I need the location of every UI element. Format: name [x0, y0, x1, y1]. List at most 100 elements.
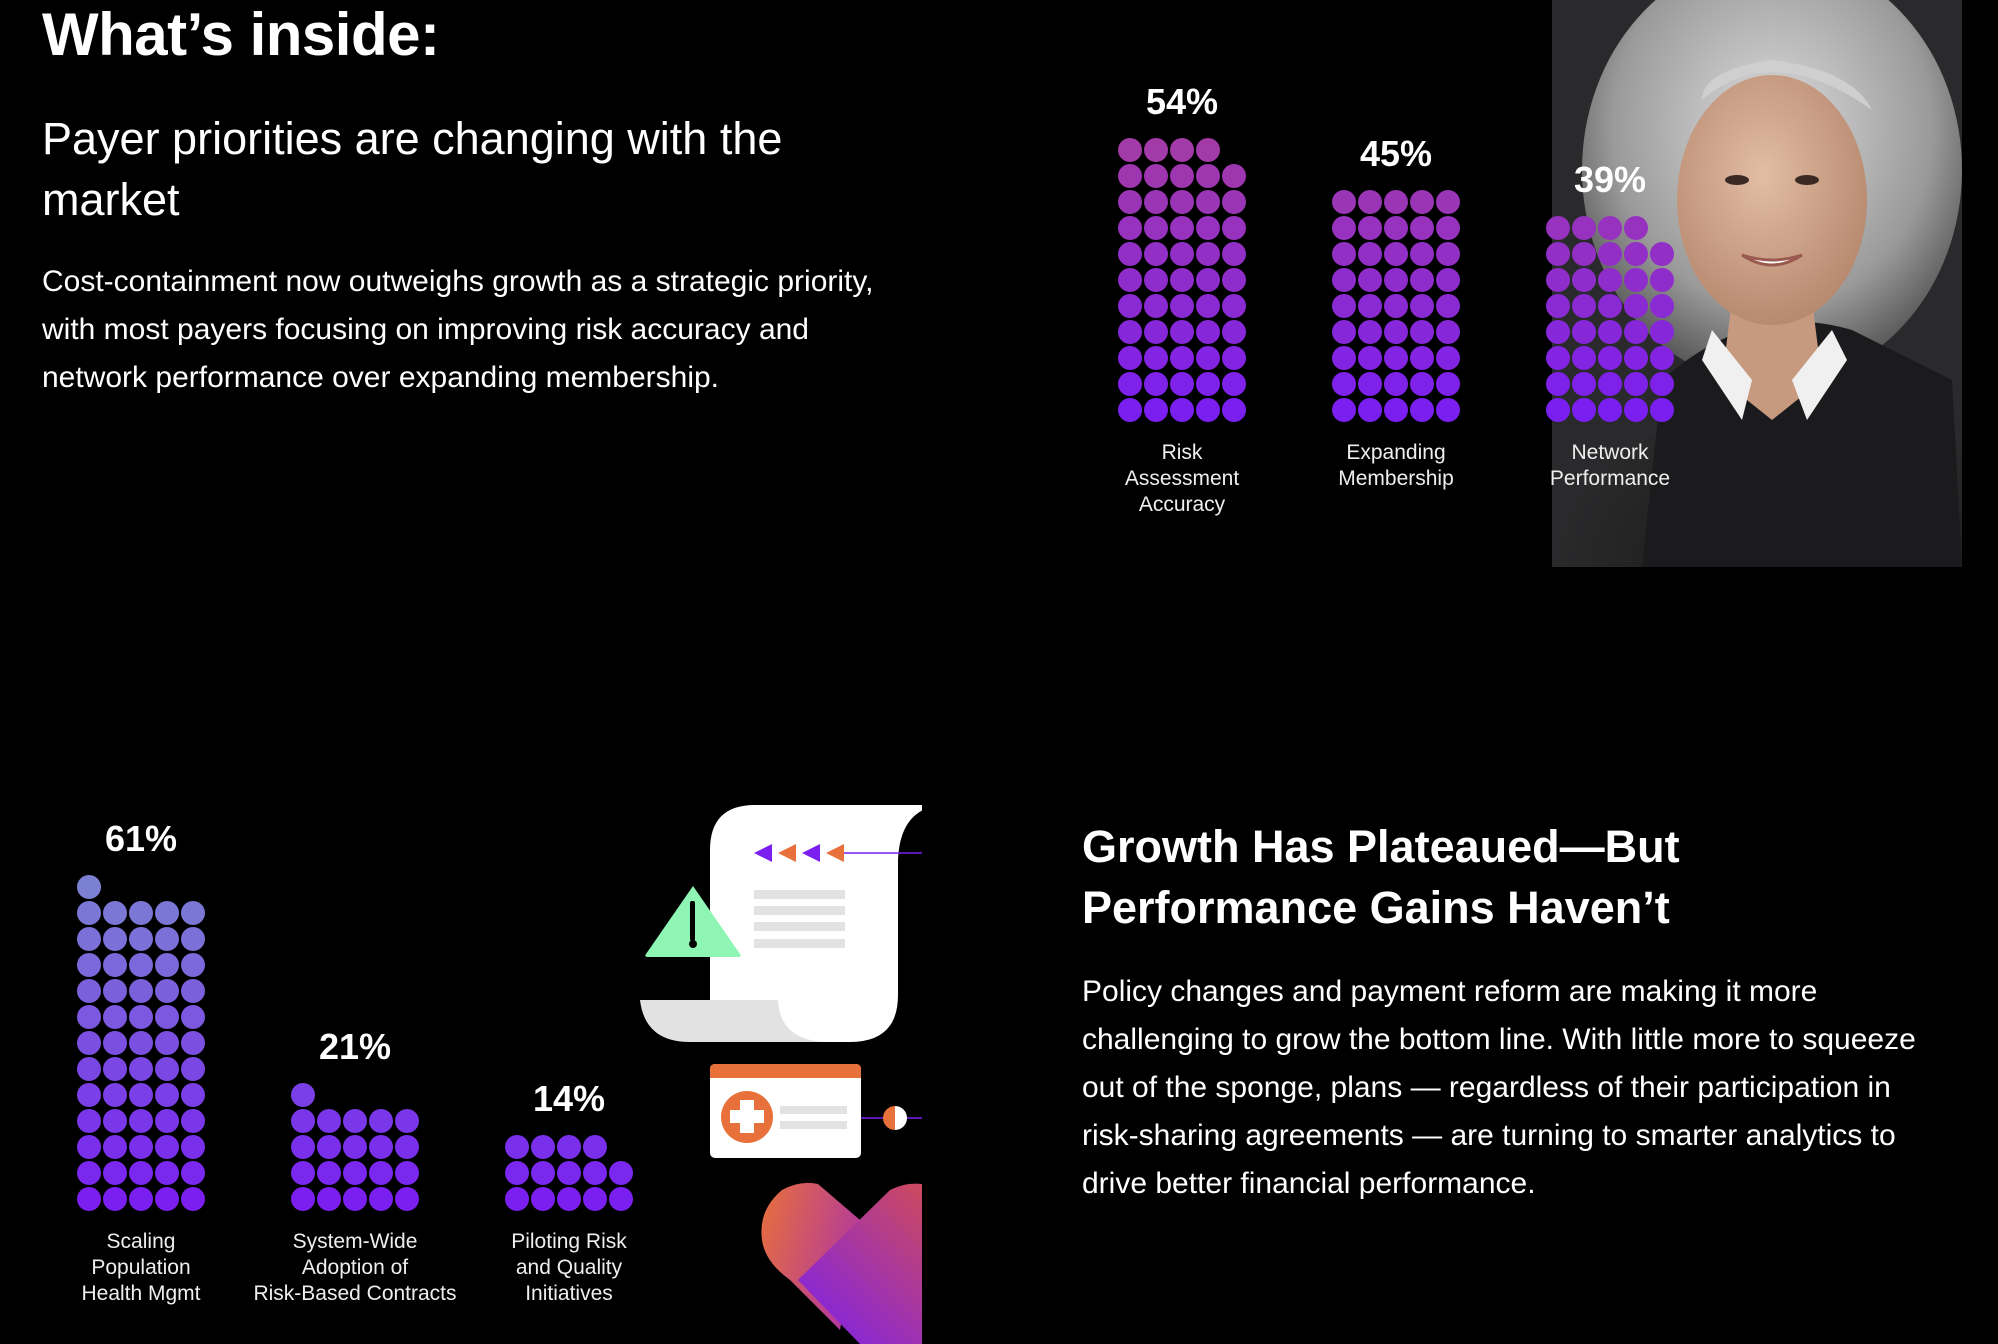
data-dot: [1144, 346, 1168, 370]
data-dot: [1144, 164, 1168, 188]
data-dot: [129, 901, 153, 925]
data-dot: [1624, 242, 1648, 266]
data-dot: [155, 1187, 179, 1211]
data-dot: [77, 1187, 101, 1211]
data-dot: [1436, 242, 1460, 266]
data-dot: [1410, 216, 1434, 240]
data-dot: [1332, 372, 1356, 396]
data-dot: [1436, 294, 1460, 318]
data-dot: [1624, 346, 1648, 370]
category-label: System-Wide Adoption of Risk-Based Contrac…: [235, 1229, 475, 1307]
data-dot: [77, 979, 101, 1003]
data-dot: [1222, 294, 1246, 318]
data-dot: [343, 1161, 367, 1185]
data-dot: [1170, 216, 1194, 240]
data-dot: [1118, 372, 1142, 396]
data-dot: [1572, 372, 1596, 396]
data-dot: [1358, 372, 1382, 396]
data-dot: [1222, 372, 1246, 396]
dot-column: 54%: [1082, 81, 1282, 423]
data-dot: [1222, 320, 1246, 344]
data-dot: [1410, 398, 1434, 422]
dot-stack: [504, 1134, 634, 1212]
data-dot: [1410, 346, 1434, 370]
data-dot: [1436, 216, 1460, 240]
data-dot: [129, 1005, 153, 1029]
data-dot: [1196, 372, 1220, 396]
data-dot: [1144, 242, 1168, 266]
health-card-icon: [710, 1064, 922, 1158]
data-dot: [1118, 346, 1142, 370]
data-dot: [1118, 216, 1142, 240]
data-dot: [129, 1187, 153, 1211]
data-dot: [1222, 398, 1246, 422]
data-dot: [1358, 294, 1382, 318]
data-dot: [181, 1109, 205, 1133]
data-dot: [557, 1187, 581, 1211]
section-subtitle: Payer priorities are changing with the m…: [42, 113, 783, 225]
data-dot: [1222, 190, 1246, 214]
data-dot: [181, 1005, 205, 1029]
growth-section-text: Policy changes and payment reform are ma…: [1082, 975, 1916, 1200]
data-dot: [1358, 346, 1382, 370]
data-dot: [1572, 242, 1596, 266]
category-label-line: Performance: [1549, 467, 1671, 490]
data-dot: [77, 1005, 101, 1029]
data-dot: [369, 1109, 393, 1133]
data-dot: [1624, 320, 1648, 344]
data-dot: [1546, 216, 1570, 240]
portrait-photo: [1552, 0, 1962, 567]
data-dot: [395, 1109, 419, 1133]
data-dot: [291, 1187, 315, 1211]
data-dot: [1546, 268, 1570, 292]
data-dot: [317, 1187, 341, 1211]
data-dot: [291, 1109, 315, 1133]
data-dot: [291, 1161, 315, 1185]
data-dot: [395, 1187, 419, 1211]
data-dot: [1624, 294, 1648, 318]
data-dot: [1546, 372, 1570, 396]
heart-icon: [761, 1182, 922, 1344]
data-dot: [103, 1005, 127, 1029]
data-dot: [181, 901, 205, 925]
data-dot: [1650, 294, 1674, 318]
data-dot: [1436, 190, 1460, 214]
data-dot: [1598, 346, 1622, 370]
data-dot: [1170, 372, 1194, 396]
data-dot: [1410, 320, 1434, 344]
data-dot: [583, 1135, 607, 1159]
data-dot: [1572, 398, 1596, 422]
data-dot: [1384, 294, 1408, 318]
data-dot: [77, 1161, 101, 1185]
data-dot: [77, 927, 101, 951]
data-dot: [1196, 242, 1220, 266]
dot-column: 61%: [41, 818, 241, 1212]
data-dot: [1598, 372, 1622, 396]
dot-stack: [1117, 137, 1247, 423]
data-dot: [1222, 242, 1246, 266]
data-dot: [129, 953, 153, 977]
data-dot: [1332, 268, 1356, 292]
data-dot: [1598, 320, 1622, 344]
data-dot: [1410, 190, 1434, 214]
section-intro-text: Cost-containment now outweighs growth as…: [42, 265, 874, 394]
data-dot: [129, 1161, 153, 1185]
data-dot: [155, 1031, 179, 1055]
data-dot: [531, 1135, 555, 1159]
data-dot: [155, 927, 179, 951]
data-dot: [343, 1109, 367, 1133]
data-dot: [1196, 398, 1220, 422]
category-label-line: Assessment: [1124, 467, 1240, 490]
dot-column: 14%: [469, 1078, 669, 1212]
data-dot: [1384, 190, 1408, 214]
data-dot: [317, 1135, 341, 1159]
data-dot: [155, 1083, 179, 1107]
data-dot: [1384, 346, 1408, 370]
data-dot: [181, 1031, 205, 1055]
data-dot: [1358, 398, 1382, 422]
data-dot: [317, 1161, 341, 1185]
data-dot: [1410, 372, 1434, 396]
data-dot: [77, 1135, 101, 1159]
data-dot: [505, 1187, 529, 1211]
